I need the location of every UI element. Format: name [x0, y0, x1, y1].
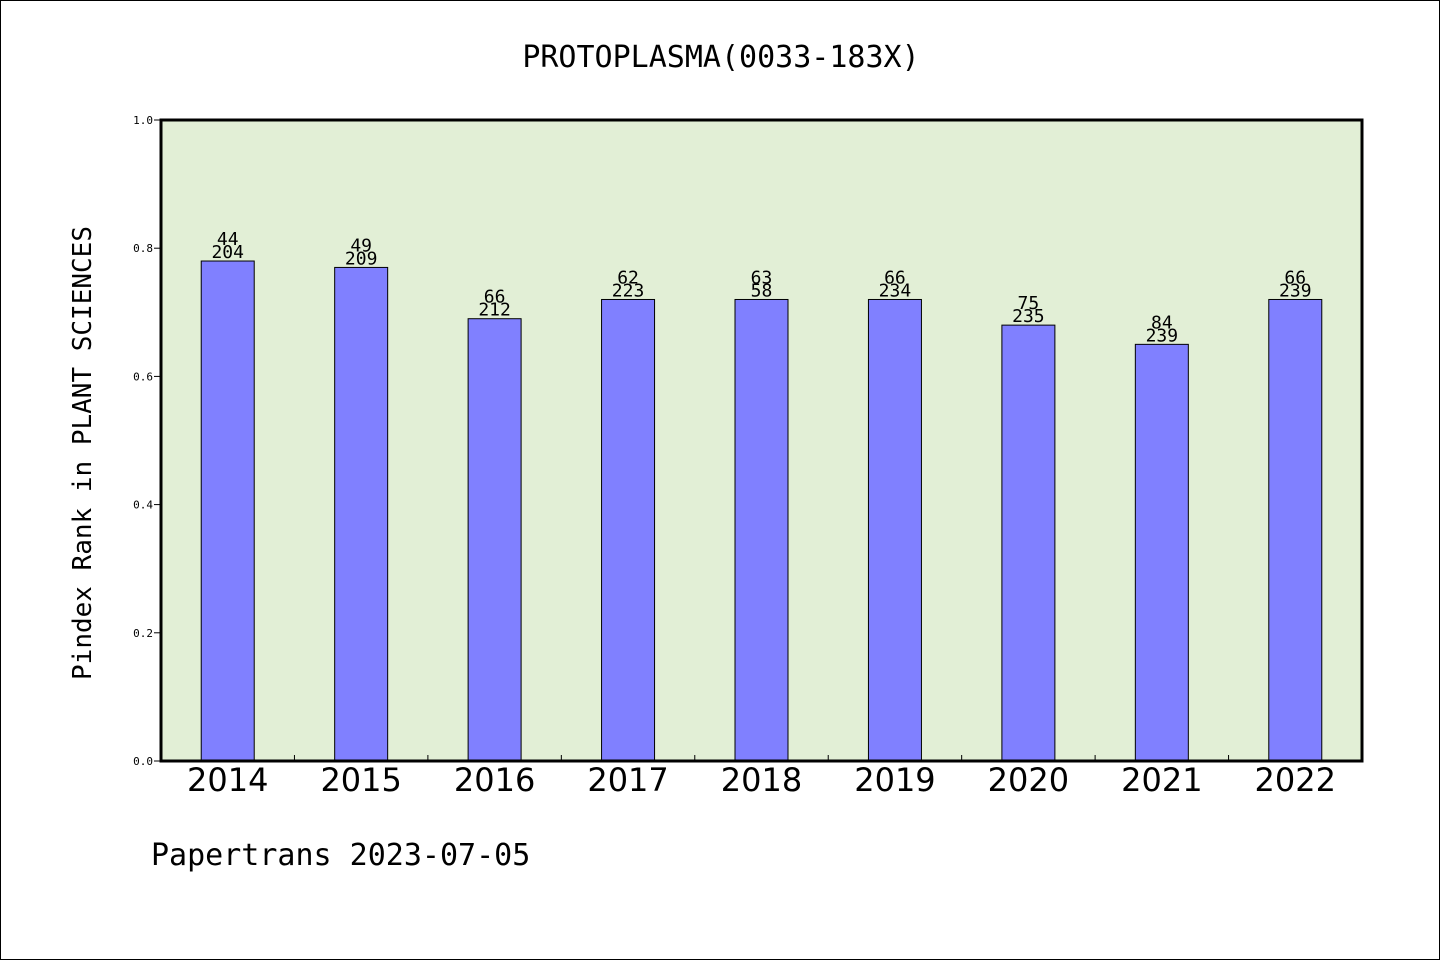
plot-border [159, 118, 1364, 763]
bar [1134, 343, 1189, 762]
bar-label-top: 44 [217, 229, 239, 250]
x-tick-label: 2022 [1255, 761, 1336, 799]
footer-text: Papertrans 2023-07-05 [151, 838, 530, 873]
bar-label-top: 49 [350, 235, 372, 256]
bar [867, 298, 922, 762]
bar-label-top: 63 [751, 267, 773, 288]
bar [734, 298, 789, 762]
bars-group [200, 260, 1323, 762]
bar-label-top: 62 [617, 267, 639, 288]
y-tick-label: 0.0 [133, 755, 153, 768]
x-tick-label: 2014 [187, 761, 268, 799]
y-tick-label: 0.4 [133, 499, 153, 512]
chart-title: PROTOPLASMA(0033-183X) [522, 40, 919, 75]
x-tick-label: 2015 [320, 761, 401, 799]
x-tick-label: 2016 [454, 761, 535, 799]
x-tick-label: 2021 [1121, 761, 1202, 799]
y-axis: 0.0 0.2 0.4 0.6 0.8 1.0 [133, 114, 161, 768]
y-tick-label: 1.0 [133, 114, 153, 127]
bar-label-bottom: 212 [478, 300, 511, 321]
x-tick-label: 2019 [854, 761, 935, 799]
bar [467, 318, 522, 762]
bar-label-bottom: 234 [879, 280, 912, 301]
bar [1268, 298, 1323, 762]
bar-label-top: 75 [1018, 293, 1040, 314]
bar-label-top: 66 [884, 267, 906, 288]
x-tick-label: 2020 [988, 761, 1069, 799]
bar [200, 260, 255, 762]
bar-label-bottom: 223 [612, 280, 645, 301]
y-axis-label: Pindex Rank in PLANT SCIENCES [68, 226, 98, 680]
bar-label-bottom: 209 [345, 248, 378, 269]
bar-label-bottom: 204 [211, 242, 244, 263]
bar-label-bottom: 239 [1146, 325, 1179, 346]
bar [601, 298, 656, 762]
x-axis: 2014 2015 2016 2017 2018 2019 2020 2021 2022 [187, 755, 1336, 799]
bar-label-bottom: 239 [1279, 280, 1312, 301]
y-tick-label: 0.6 [133, 370, 153, 383]
bar-label-top: 84 [1151, 312, 1173, 333]
x-tick-label: 2017 [587, 761, 668, 799]
bar-label-bottom: 235 [1012, 306, 1045, 327]
x-tick-label: 2018 [721, 761, 802, 799]
bar [334, 266, 389, 762]
bar-label-top: 66 [1284, 267, 1306, 288]
y-tick-label: 0.2 [133, 627, 153, 640]
y-tick-label: 0.8 [133, 242, 153, 255]
bar-label-bottom: 58 [751, 280, 773, 301]
bar-label-top: 66 [484, 287, 506, 308]
bar [1001, 324, 1056, 762]
